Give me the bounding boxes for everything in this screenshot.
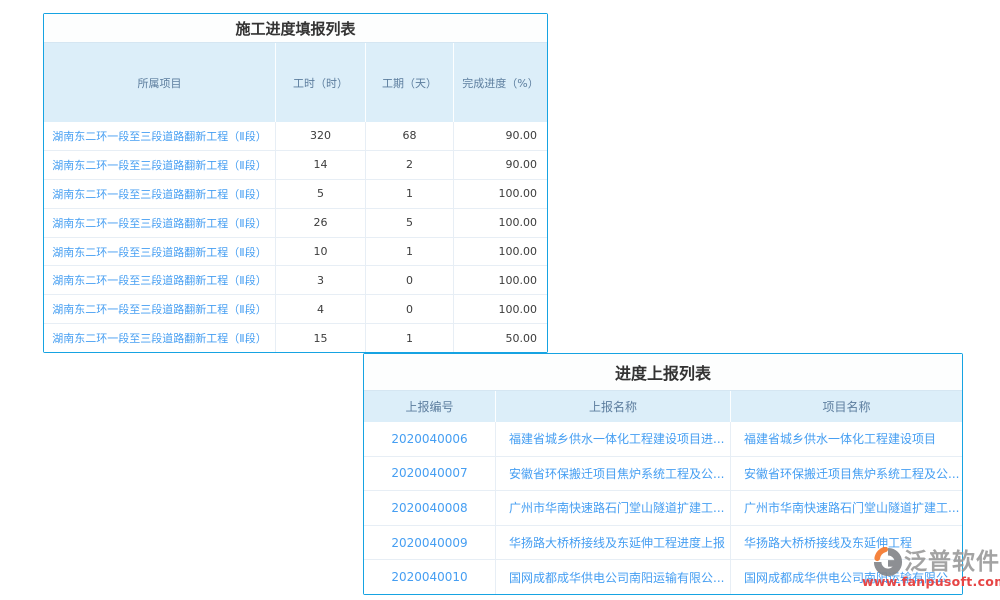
construction-progress-fill-table: 施工进度填报列表 所属项目 工时（时） 工期（天） 完成进度（%） 湖南东二环一… [43,13,548,354]
progress-percent-value: 100.00 [498,216,538,230]
fanpusoft-watermark: 泛普软件 www.fanpusoft.com [862,546,1000,589]
fill-table-title: 施工进度填报列表 [44,14,547,43]
column-header-report-no: 上报编号 [364,391,496,422]
report-table-body: 2020040006 福建省城乡供水一体化工程建设项目进... 福建省城乡供水一… [364,422,962,594]
report-name-link[interactable]: 广州市华南快速路石门堂山隧道扩建工... [496,491,731,525]
project-name-link[interactable]: 湖南东二环一段至三段道路翻新工程（Ⅱ段） [44,295,276,324]
fill-table-body: 湖南东二环一段至三段道路翻新工程（Ⅱ段） 320 68 90.00 湖南东二环一… [44,122,547,353]
project-name-link[interactable]: 湖南东二环一段至三段道路翻新工程（Ⅱ段） [44,150,276,179]
report-name-link[interactable]: 国网成都成华供电公司南阳运输有限公... [496,560,731,594]
table-row: 2020040006 福建省城乡供水一体化工程建设项目进... 福建省城乡供水一… [364,422,962,456]
project-name-link[interactable]: 湖南东二环一段至三段道路翻新工程（Ⅱ段） [44,324,276,353]
fill-table-header: 所属项目 工时（时） 工期（天） 完成进度（%） [44,43,547,122]
duration-days-value: 1 [366,324,454,353]
duration-days-value: 68 [366,122,454,150]
report-no-link[interactable]: 2020040009 [364,525,496,560]
duration-days-value: 0 [366,266,454,295]
table-row: 2020040009 华扬路大桥桥接线及东延伸工程进度上报 华扬路大桥桥接线及东… [364,524,962,560]
watermark-url-text: www.fanpusoft.com [862,574,1000,589]
table-row: 2020040010 国网成都成华供电公司南阳运输有限公... 国网成都成华供电… [364,559,962,594]
project-name-link[interactable]: 广州市华南快速路石门堂山隧道扩建工... [744,501,960,516]
table-row: 湖南东二环一段至三段道路翻新工程（Ⅱ段） 320 68 90.00 [44,122,547,150]
fanpu-logo-icon [873,546,903,577]
duration-days-value: 1 [366,237,454,266]
progress-report-table: 进度上报列表 上报编号 上报名称 项目名称 2020040006 福建省城乡供水… [363,353,963,595]
report-name-link[interactable]: 福建省城乡供水一体化工程建设项目进... [496,422,731,456]
column-header-progress: 完成进度（%） [462,76,539,90]
table-row: 湖南东二环一段至三段道路翻新工程（Ⅱ段） 10 1 100.00 [44,236,547,266]
project-name-link[interactable]: 福建省城乡供水一体化工程建设项目 [744,432,937,447]
project-name-link[interactable]: 华扬路大桥桥接线及东延伸工程 [744,536,913,551]
column-header-report-name: 上报名称 [496,391,731,422]
progress-percent-value: 90.00 [505,129,538,143]
work-hours-value: 5 [276,179,366,208]
column-header-project: 所属项目 [44,43,276,122]
report-name-link[interactable]: 华扬路大桥桥接线及东延伸工程进度上报 [496,525,731,560]
duration-days-value: 1 [366,179,454,208]
project-name-link[interactable]: 湖南东二环一段至三段道路翻新工程（Ⅱ段） [44,122,276,150]
report-table-title: 进度上报列表 [364,354,962,391]
work-hours-value: 4 [276,295,366,324]
table-row: 湖南东二环一段至三段道路翻新工程（Ⅱ段） 15 1 50.00 [44,323,547,353]
project-name-link[interactable]: 湖南东二环一段至三段道路翻新工程（Ⅱ段） [44,208,276,237]
column-header-days: 工期（天） [366,43,454,122]
project-name-link[interactable]: 湖南东二环一段至三段道路翻新工程（Ⅱ段） [44,179,276,208]
project-name-link[interactable]: 湖南东二环一段至三段道路翻新工程（Ⅱ段） [44,237,276,266]
table-row: 湖南东二环一段至三段道路翻新工程（Ⅱ段） 26 5 100.00 [44,207,547,237]
project-name-link[interactable]: 湖南东二环一段至三段道路翻新工程（Ⅱ段） [44,266,276,295]
project-name-link[interactable]: 安徽省环保搬迁项目焦炉系统工程及公... [744,466,960,481]
report-no-link[interactable]: 2020040010 [364,560,496,594]
table-row: 湖南东二环一段至三段道路翻新工程（Ⅱ段） 5 1 100.00 [44,178,547,208]
report-no-link[interactable]: 2020040008 [364,491,496,525]
watermark-brand-text: 泛普软件 [904,549,1000,575]
progress-percent-value: 100.00 [498,273,538,287]
report-no-link[interactable]: 2020040006 [364,422,496,456]
report-name-link[interactable]: 安徽省环保搬迁项目焦炉系统工程及公... [496,456,731,491]
report-no-link[interactable]: 2020040007 [364,456,496,491]
table-row: 2020040007 安徽省环保搬迁项目焦炉系统工程及公... 安徽省环保搬迁项… [364,455,962,491]
progress-percent-value: 100.00 [498,187,538,201]
report-table-header: 上报编号 上报名称 项目名称 [364,391,962,422]
table-row: 2020040008 广州市华南快速路石门堂山隧道扩建工... 广州市华南快速路… [364,490,962,525]
progress-percent-value: 100.00 [498,302,538,316]
progress-percent-value: 90.00 [505,158,538,172]
table-row: 湖南东二环一段至三段道路翻新工程（Ⅱ段） 3 0 100.00 [44,265,547,295]
duration-days-value: 0 [366,295,454,324]
progress-percent-value: 100.00 [498,245,538,258]
work-hours-value: 3 [276,266,366,295]
progress-percent-value: 50.00 [505,331,538,345]
project-name-link[interactable]: 国网成都成华供电公司南阳运输有限公... [744,570,960,585]
duration-days-value: 5 [366,208,454,237]
table-row: 湖南东二环一段至三段道路翻新工程（Ⅱ段） 14 2 90.00 [44,149,547,179]
work-hours-value: 14 [276,150,366,179]
table-row: 湖南东二环一段至三段道路翻新工程（Ⅱ段） 4 0 100.00 [44,294,547,324]
column-header-project-name: 项目名称 [822,400,871,414]
work-hours-value: 10 [276,237,366,266]
work-hours-value: 15 [276,324,366,353]
work-hours-value: 26 [276,208,366,237]
column-header-hours: 工时（时） [276,43,366,122]
duration-days-value: 2 [366,150,454,179]
work-hours-value: 320 [276,122,366,150]
